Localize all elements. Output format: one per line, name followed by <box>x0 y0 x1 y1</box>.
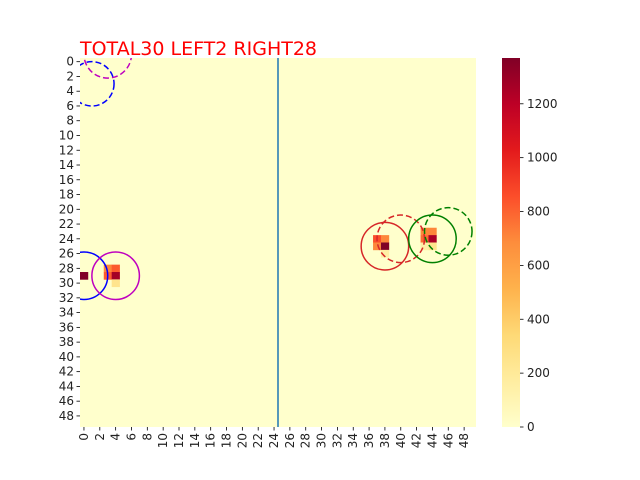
y-tick-label: 38 <box>59 335 74 349</box>
x-tick-label: 32 <box>330 433 344 448</box>
x-tick-label: 2 <box>93 433 107 441</box>
x-tick-label: 42 <box>410 433 424 448</box>
x-tick-label: 24 <box>267 433 281 448</box>
colorbar-tick-label: 1000 <box>527 151 558 165</box>
y-tick-label: 0 <box>66 55 74 69</box>
y-tick-label: 24 <box>59 232 74 246</box>
annotation-circle <box>376 214 426 264</box>
y-tick-label: 12 <box>59 143 74 157</box>
y-tick-label: 44 <box>59 379 74 393</box>
heatmap-cell <box>80 272 89 280</box>
y-tick-label: 26 <box>59 247 74 261</box>
annotation-circle <box>423 206 473 256</box>
y-tick-label: 32 <box>59 291 74 305</box>
colorbar-tick-label: 400 <box>527 312 550 326</box>
y-tick-label: 40 <box>59 350 74 364</box>
y-tick-label: 22 <box>59 217 74 231</box>
x-axis: 0 2 4 6 8 10 12 14 16 18 20 22 24 26 28 30 32 34 36 38 40 42 4… <box>77 427 471 448</box>
annotation-circle <box>407 214 457 264</box>
x-tick-label: 46 <box>441 433 455 448</box>
annotation-circle <box>360 221 410 271</box>
annotation-circle <box>83 58 132 79</box>
heatmap-cell <box>380 242 390 251</box>
x-tick-label: 18 <box>220 433 234 448</box>
x-tick-label: 16 <box>204 433 218 448</box>
heatmap-cell <box>380 235 390 243</box>
x-tick-label: 30 <box>315 433 329 448</box>
x-tick-label: 12 <box>172 433 186 448</box>
x-tick-label: 48 <box>457 433 471 448</box>
heatmap-cell <box>103 264 112 273</box>
x-tick-label: 44 <box>425 433 439 448</box>
y-tick-label: 4 <box>66 84 74 98</box>
annotation-circle <box>80 60 115 107</box>
heatmap-cell <box>428 235 437 243</box>
y-tick-label: 34 <box>59 306 74 320</box>
y-tick-label: 14 <box>59 158 74 172</box>
y-tick-label: 2 <box>66 69 74 83</box>
y-tick-label: 30 <box>59 276 74 290</box>
colorbar-tick-label: 200 <box>527 366 550 380</box>
heatmap-cell <box>111 279 120 288</box>
x-tick-label: 34 <box>346 433 360 448</box>
x-tick-label: 20 <box>235 433 249 448</box>
y-tick-label: 46 <box>59 394 74 408</box>
x-tick-label: 0 <box>77 433 91 441</box>
y-tick-label: 10 <box>59 128 74 142</box>
colorbar-tick-label: 600 <box>527 258 550 272</box>
colorbar-tick-label: 1200 <box>527 97 558 111</box>
x-tick-label: 10 <box>156 433 170 448</box>
y-axis: 0246810121416182022242628303234363840424… <box>59 55 80 423</box>
heatmap-cell <box>420 242 429 251</box>
y-tick-label: 48 <box>59 409 74 423</box>
annotation-circles <box>80 58 473 301</box>
y-tick-label: 8 <box>66 114 74 128</box>
colorbar-ticks: 0 200 400 600 800 1000 1200 <box>520 97 558 434</box>
y-tick-label: 16 <box>59 173 74 187</box>
x-tick-label: 38 <box>378 433 392 448</box>
x-tick-label: 6 <box>124 433 138 441</box>
heatmap-cell <box>380 249 390 258</box>
y-tick-label: 42 <box>59 365 74 379</box>
x-tick-label: 4 <box>109 433 123 441</box>
x-tick-label: 36 <box>362 433 376 448</box>
colorbar-tick-label: 0 <box>527 420 535 434</box>
heatmap-cell <box>111 264 120 273</box>
x-tick-label: 22 <box>251 433 265 448</box>
y-tick-label: 18 <box>59 188 74 202</box>
x-tick-label: 28 <box>299 433 313 448</box>
heatmap-cell <box>111 272 120 280</box>
heatmap-cell <box>428 227 437 236</box>
y-tick-label: 36 <box>59 320 74 334</box>
heatmap-cell <box>428 242 437 251</box>
annotation-circle <box>80 251 109 301</box>
y-tick-label: 6 <box>66 99 74 113</box>
x-tick-label: 8 <box>140 433 154 441</box>
x-tick-label: 14 <box>188 433 202 448</box>
chart-title: TOTAL30 LEFT2 RIGHT28 <box>79 38 317 60</box>
x-tick-label: 40 <box>394 433 408 448</box>
colorbar-tick-label: 800 <box>527 205 550 219</box>
annotation-circle <box>91 251 141 301</box>
colorbar <box>502 58 520 427</box>
y-tick-label: 28 <box>59 261 74 275</box>
x-tick-label: 26 <box>283 433 297 448</box>
y-tick-label: 20 <box>59 202 74 216</box>
heatmap-cell <box>373 242 382 251</box>
